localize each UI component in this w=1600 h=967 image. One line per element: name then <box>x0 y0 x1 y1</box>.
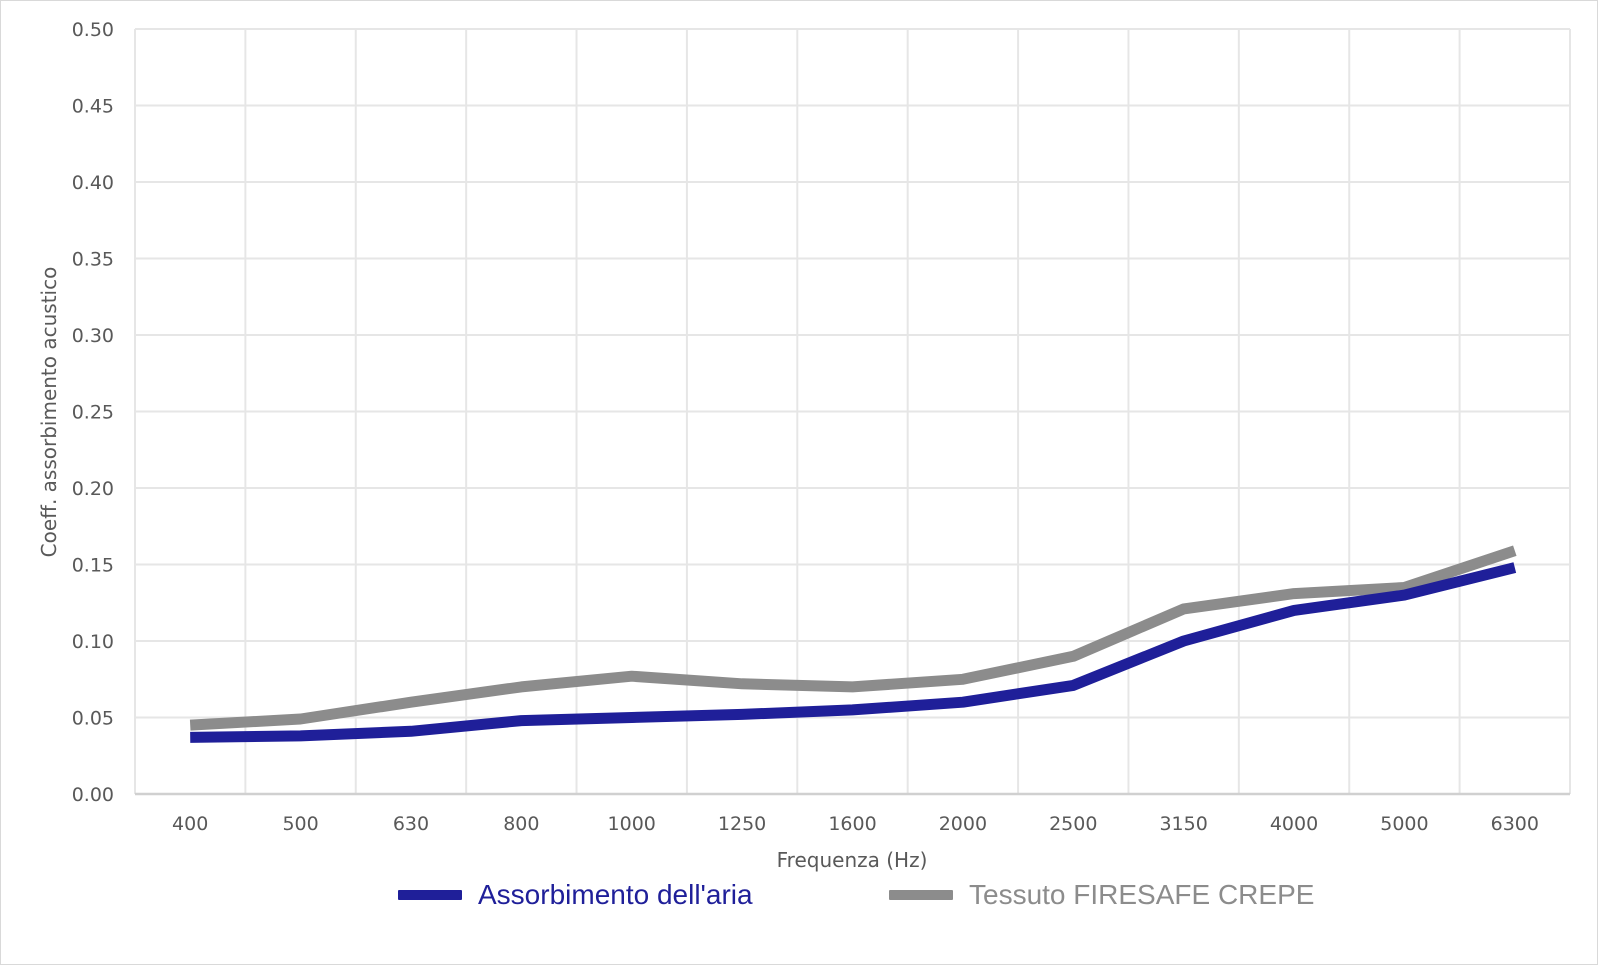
y-tick-label: 0.40 <box>72 172 114 194</box>
legend-item-air-absorption: Assorbimento dell'aria <box>398 878 753 912</box>
y-axis-title: Coeff. assorbimento acustico <box>37 267 61 558</box>
x-tick-label: 500 <box>282 813 318 835</box>
legend-item-firesafe-crepe: Tessuto FIRESAFE CREPE <box>889 878 1314 912</box>
x-tick-label: 1000 <box>608 813 656 835</box>
y-tick-label: 0.10 <box>72 631 114 653</box>
y-tick-label: 0.45 <box>72 96 114 118</box>
y-tick-label: 0.35 <box>72 249 114 271</box>
x-tick-label: 2500 <box>1049 813 1097 835</box>
y-tick-label: 0.50 <box>72 19 114 41</box>
y-tick-label: 0.30 <box>72 325 114 347</box>
x-tick-label: 5000 <box>1380 813 1428 835</box>
y-tick-label: 0.00 <box>72 784 114 806</box>
series-line-air-absorption <box>190 562 1517 743</box>
x-axis-title: Frequenza (Hz) <box>777 848 928 872</box>
series-line-firesafe-crepe <box>189 545 1517 731</box>
x-tick-label: 4000 <box>1270 813 1318 835</box>
y-tick-label: 0.15 <box>72 555 114 577</box>
y-axis-ticks: 0.00 0.05 0.10 0.15 0.20 0.25 0.30 0.35 0.40 0.45… <box>72 19 114 806</box>
x-tick-label: 6300 <box>1491 813 1539 835</box>
y-tick-label: 0.20 <box>72 478 114 500</box>
x-tick-label: 1600 <box>828 813 876 835</box>
x-tick-label: 630 <box>393 813 429 835</box>
x-tick-label: 1250 <box>718 813 766 835</box>
legend-swatch-air-absorption <box>398 890 462 900</box>
x-axis-ticks: 400 500 630 800 1000 1250 1600 2000 2500 3150 4000… <box>172 813 1539 835</box>
legend: Assorbimento dell'aria Tessuto FIRESAFE … <box>0 878 1600 918</box>
legend-label-firesafe-crepe: Tessuto FIRESAFE CREPE <box>969 879 1315 910</box>
x-tick-label: 2000 <box>939 813 987 835</box>
x-tick-label: 3150 <box>1159 813 1207 835</box>
legend-label-air-absorption: Assorbimento dell'aria <box>478 879 753 910</box>
x-tick-label: 800 <box>503 813 539 835</box>
series-lines <box>189 545 1517 743</box>
x-tick-label: 400 <box>172 813 208 835</box>
legend-swatch-firesafe-crepe <box>889 890 953 900</box>
y-tick-label: 0.25 <box>72 402 114 424</box>
grid <box>134 28 1571 796</box>
y-tick-label: 0.05 <box>72 708 114 730</box>
